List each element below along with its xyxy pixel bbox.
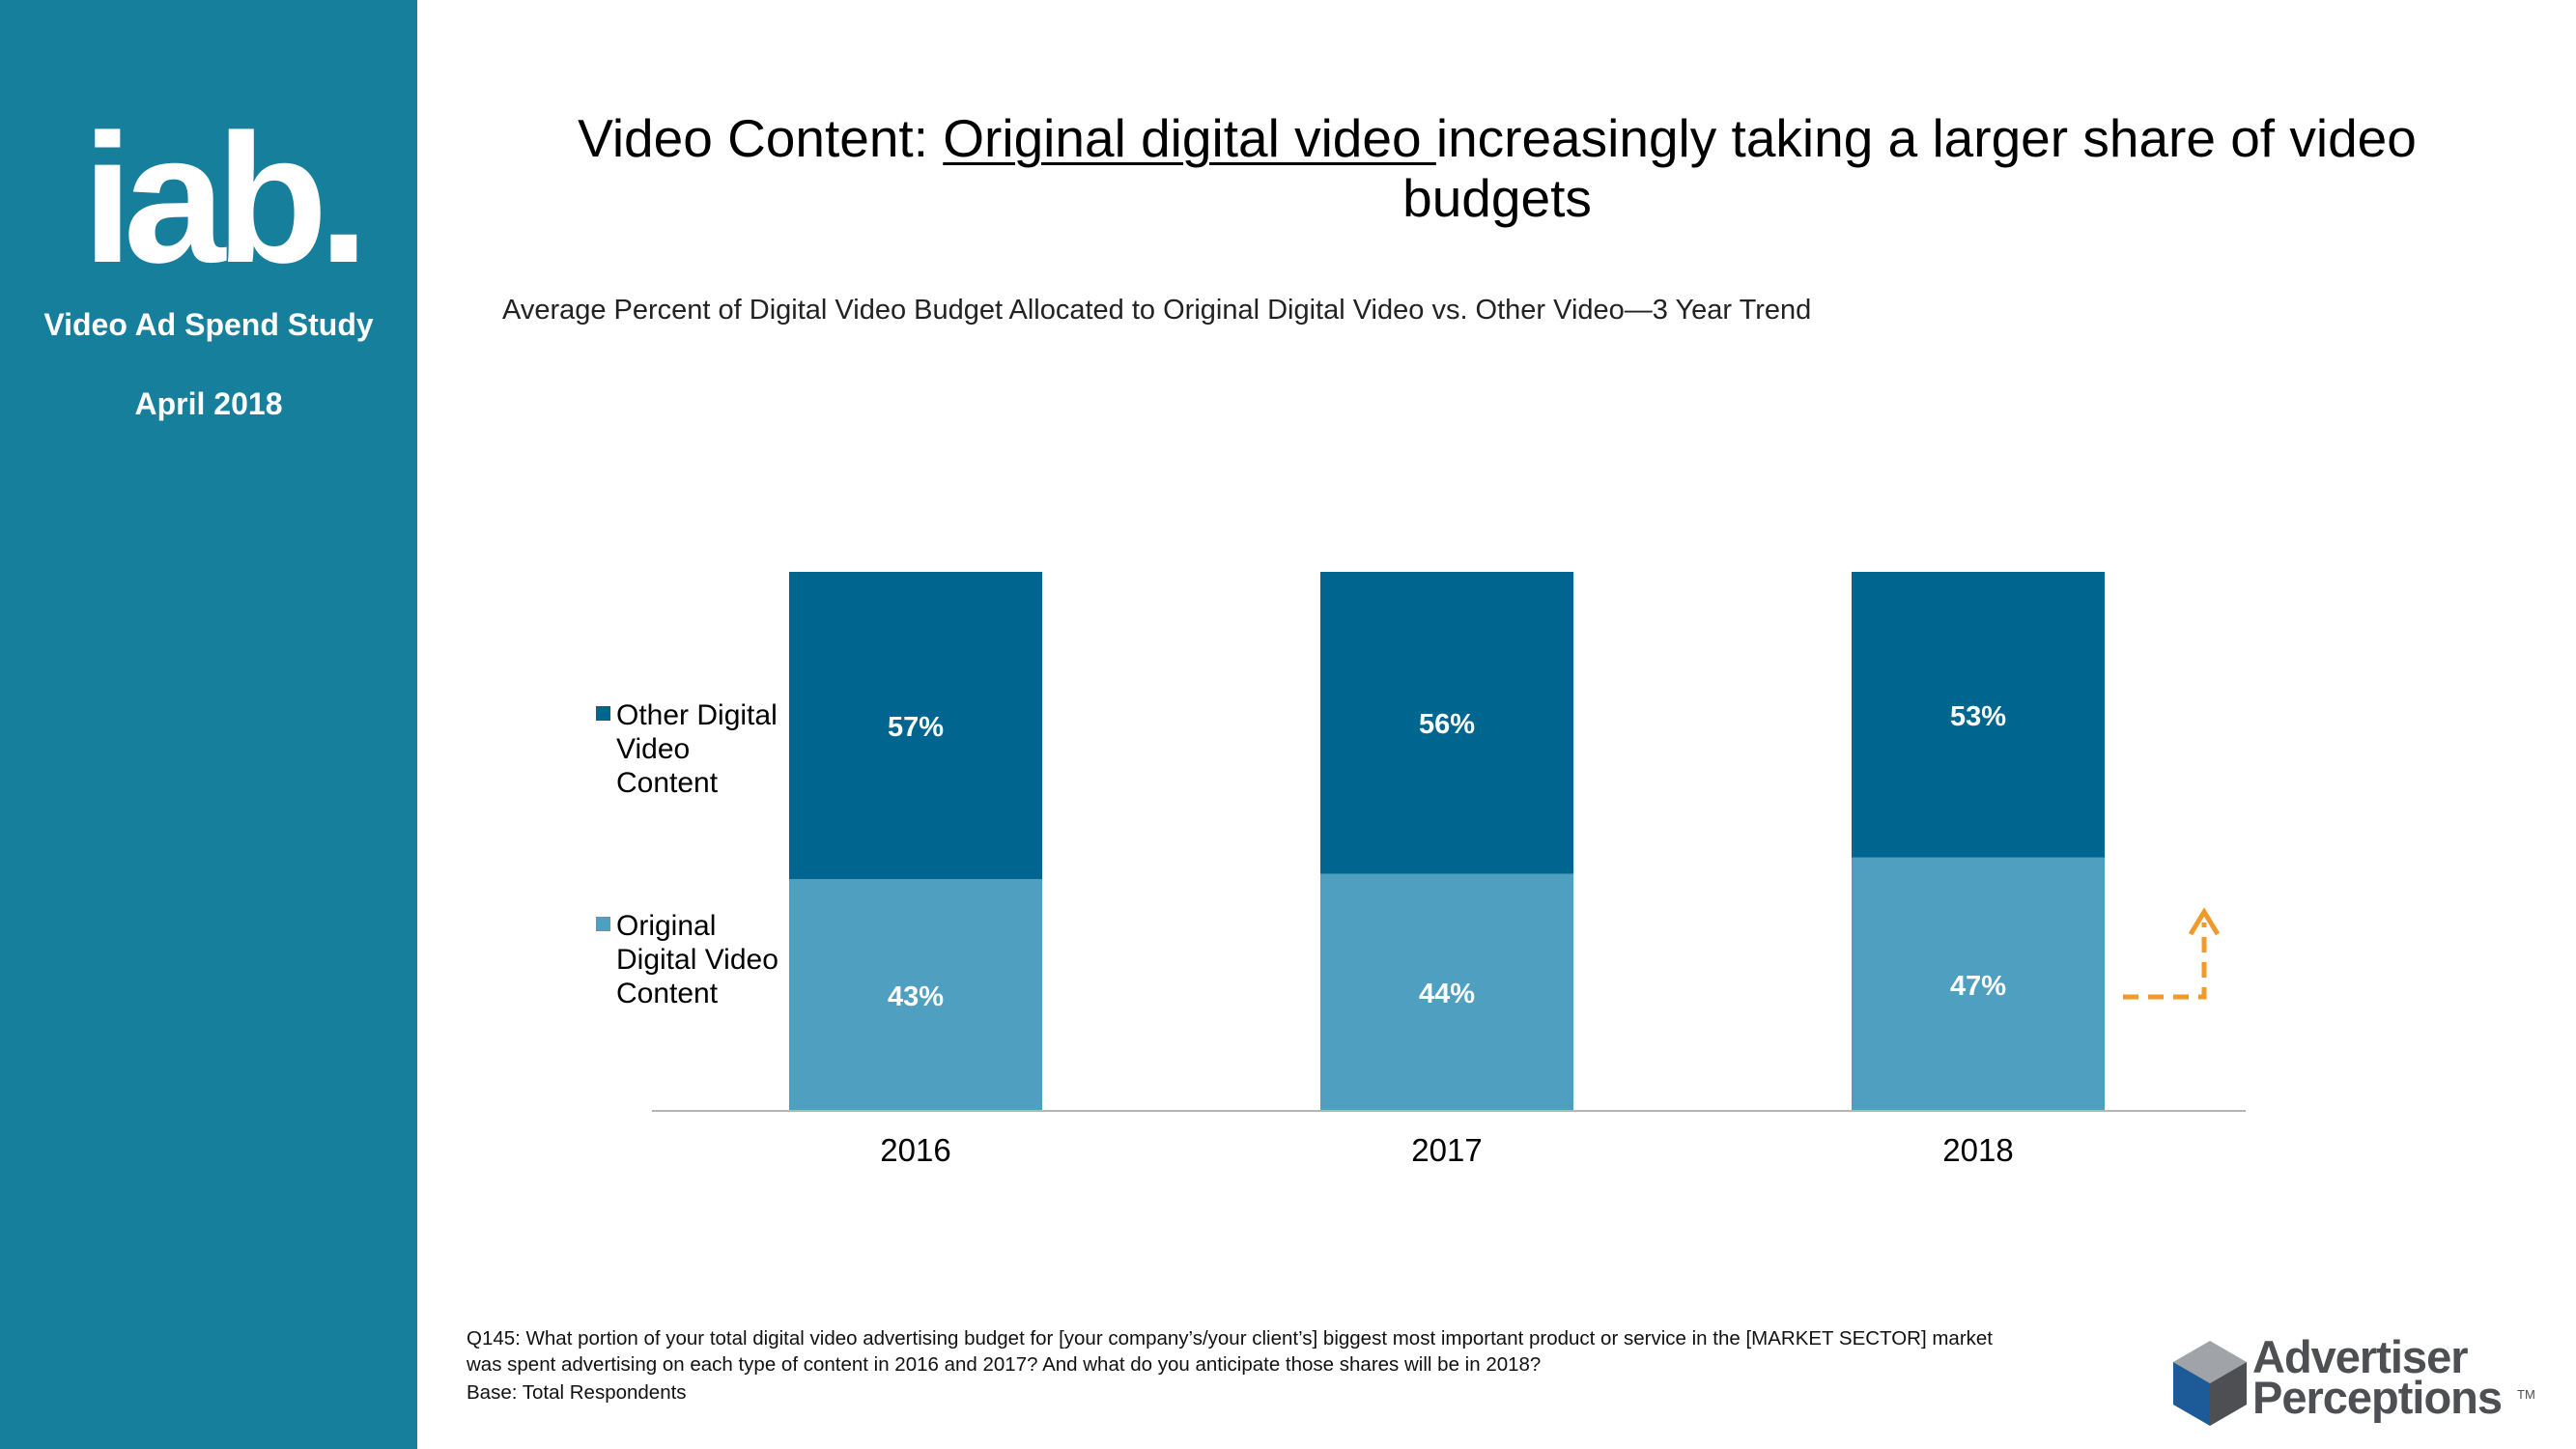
data-label-other-2016: 57% — [888, 712, 944, 743]
title-prefix: Video Content: — [578, 108, 944, 168]
x-tick-label-2017: 2017 — [1411, 1132, 1482, 1168]
x-tick-label-2016: 2016 — [880, 1132, 950, 1168]
study-label: Video Ad Spend Study — [43, 307, 374, 342]
advertiser-perceptions-logo — [2173, 1341, 2247, 1426]
bar-original-2017 — [1320, 873, 1573, 1111]
sidebar: iab. Video Ad Spend Study April 2018 — [0, 0, 417, 1449]
iab-logo: iab. — [82, 121, 369, 275]
trend-arrow-line — [2123, 923, 2207, 1000]
bar-other-2017 — [1320, 572, 1573, 874]
x-tick-label-2018: 2018 — [1942, 1132, 2013, 1168]
data-label-original-2016: 43% — [888, 981, 944, 1012]
legend-swatch-other — [596, 706, 610, 721]
date-label: April 2018 — [134, 386, 283, 421]
wordmark-line2: Perceptions — [2252, 1372, 2503, 1423]
title-suffix: increasingly taking a larger share of vi… — [1402, 108, 2417, 228]
data-label-original-2018: 47% — [1950, 971, 2006, 1002]
legend-label-other-line1: Other Digital — [616, 699, 778, 731]
bar-original-2018 — [1852, 857, 2105, 1111]
legend-swatch-original — [596, 917, 610, 931]
trend-arrow-head — [2188, 907, 2221, 936]
advertiser-perceptions-wordmark: Advertiser Perceptions — [2252, 1331, 2503, 1423]
svg-text:iab.: iab. — [82, 121, 359, 275]
title-underlined: Original digital video — [943, 108, 1436, 168]
data-label-other-2018: 53% — [1950, 701, 2006, 732]
legend-label-other-line2: Video — [616, 733, 690, 765]
chart-title: Average Percent of Digital Video Budget … — [502, 295, 1812, 326]
logo-cube-right — [2210, 1362, 2247, 1426]
footnote-base: Base: Total Respondents — [467, 1381, 687, 1404]
wordmark-line1: Advertiser — [2252, 1331, 2469, 1382]
legend-label-original-line3: Content — [616, 978, 719, 1009]
legend-label-other-line3: Content — [616, 767, 719, 799]
bar-other-2018 — [1852, 572, 2105, 858]
footnote-question: Q145: What portion of your total digital… — [467, 1327, 1993, 1376]
logo-cube-left — [2173, 1362, 2210, 1426]
bar-original-2016 — [789, 879, 1042, 1111]
trademark: TM — [2517, 1387, 2535, 1402]
bar-other-2016 — [789, 572, 1042, 880]
legend-label-original-line1: Original — [616, 910, 716, 942]
legend-label-original-line2: Digital Video — [616, 944, 778, 976]
page-title: Video Content: Original digital video in… — [541, 108, 2453, 228]
data-label-other-2017: 56% — [1419, 709, 1475, 740]
data-label-original-2017: 44% — [1419, 979, 1475, 1009]
